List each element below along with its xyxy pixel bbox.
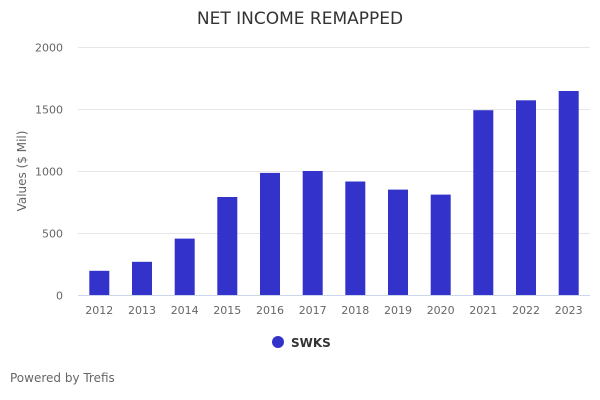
legend[interactable]: SWKS xyxy=(272,336,331,350)
x-tick-label: 2014 xyxy=(171,304,199,317)
x-tick-label: 2016 xyxy=(256,304,284,317)
bar-2020[interactable] xyxy=(430,194,451,295)
x-tick-label: 2021 xyxy=(469,304,497,317)
bar-2016[interactable] xyxy=(260,172,280,295)
y-axis-ticks: 0 500 1000 1500 2000 xyxy=(35,42,63,303)
credit-text: Powered by Trefis xyxy=(10,371,115,385)
y-tick-label: 1500 xyxy=(35,104,63,117)
bar-2013[interactable] xyxy=(132,261,152,295)
x-tick-label: 2020 xyxy=(427,304,455,317)
bar-2012[interactable] xyxy=(89,270,110,295)
chart-title: NET INCOME REMAPPED xyxy=(197,9,403,29)
bar-2014[interactable] xyxy=(174,238,195,295)
y-axis-label: Values ($ Mil) xyxy=(15,131,29,212)
bar-2019[interactable] xyxy=(388,189,408,295)
y-tick-label: 0 xyxy=(56,290,63,303)
bar-2022[interactable] xyxy=(516,100,536,295)
x-tick-label: 2018 xyxy=(341,304,369,317)
bar-2021[interactable] xyxy=(473,110,494,295)
bars xyxy=(89,91,579,296)
legend-label-swks: SWKS xyxy=(291,336,331,350)
legend-marker-swks xyxy=(272,336,284,348)
x-tick-label: 2015 xyxy=(213,304,241,317)
bar-2017[interactable] xyxy=(302,171,323,295)
x-axis-ticks: 2012 2013 2014 2015 2016 2017 2018 2019 2020 2021… xyxy=(85,304,582,317)
y-tick-label: 2000 xyxy=(35,42,63,55)
y-tick-label: 1000 xyxy=(35,166,63,179)
grid xyxy=(78,47,590,234)
y-tick-label: 500 xyxy=(42,228,63,241)
x-tick-label: 2023 xyxy=(555,304,583,317)
x-tick-label: 2017 xyxy=(299,304,327,317)
x-tick-label: 2022 xyxy=(512,304,540,317)
bar-2018[interactable] xyxy=(345,181,366,296)
x-tick-label: 2013 xyxy=(128,304,156,317)
x-tick-label: 2019 xyxy=(384,304,412,317)
bar-2015[interactable] xyxy=(217,197,238,295)
x-tick-label: 2012 xyxy=(85,304,113,317)
bar-2023[interactable] xyxy=(558,91,579,295)
